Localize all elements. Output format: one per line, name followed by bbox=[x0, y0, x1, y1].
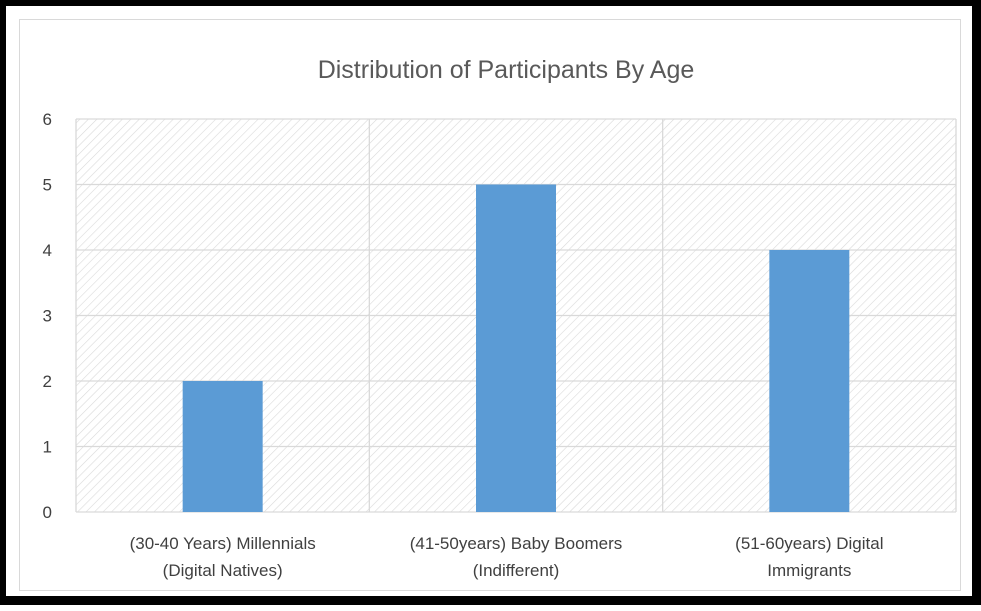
x-category-label: (Indifferent) bbox=[473, 561, 560, 580]
y-tick-label: 3 bbox=[43, 307, 52, 326]
bar bbox=[769, 250, 850, 512]
y-tick-label: 5 bbox=[43, 176, 52, 195]
bar bbox=[476, 184, 556, 512]
chart-area bbox=[19, 19, 961, 591]
x-axis-category-labels: (30-40 Years) Millennials (Digital Native… bbox=[130, 534, 884, 580]
bar-chart: Distribution of Participants By Age 0 1 2 3… bbox=[43, 56, 957, 580]
x-category-label: (Digital Natives) bbox=[163, 561, 283, 580]
chart-title: Distribution of Participants By Age bbox=[318, 56, 695, 84]
bars bbox=[182, 184, 850, 512]
x-category-label: (30-40 Years) Millennials bbox=[130, 534, 316, 553]
x-category-label: (41-50years) Baby Boomers bbox=[410, 534, 623, 553]
bar bbox=[182, 381, 263, 512]
y-tick-label: 4 bbox=[43, 241, 52, 260]
x-category-label: Immigrants bbox=[767, 561, 851, 580]
x-category-label: (51-60years) Digital bbox=[735, 534, 883, 553]
y-tick-label: 1 bbox=[43, 438, 52, 457]
y-tick-label: 2 bbox=[43, 372, 52, 391]
y-tick-label: 0 bbox=[43, 503, 52, 522]
y-tick-label: 6 bbox=[43, 110, 52, 129]
y-axis-tick-labels: 0 1 2 3 4 5 6 bbox=[43, 110, 52, 522]
